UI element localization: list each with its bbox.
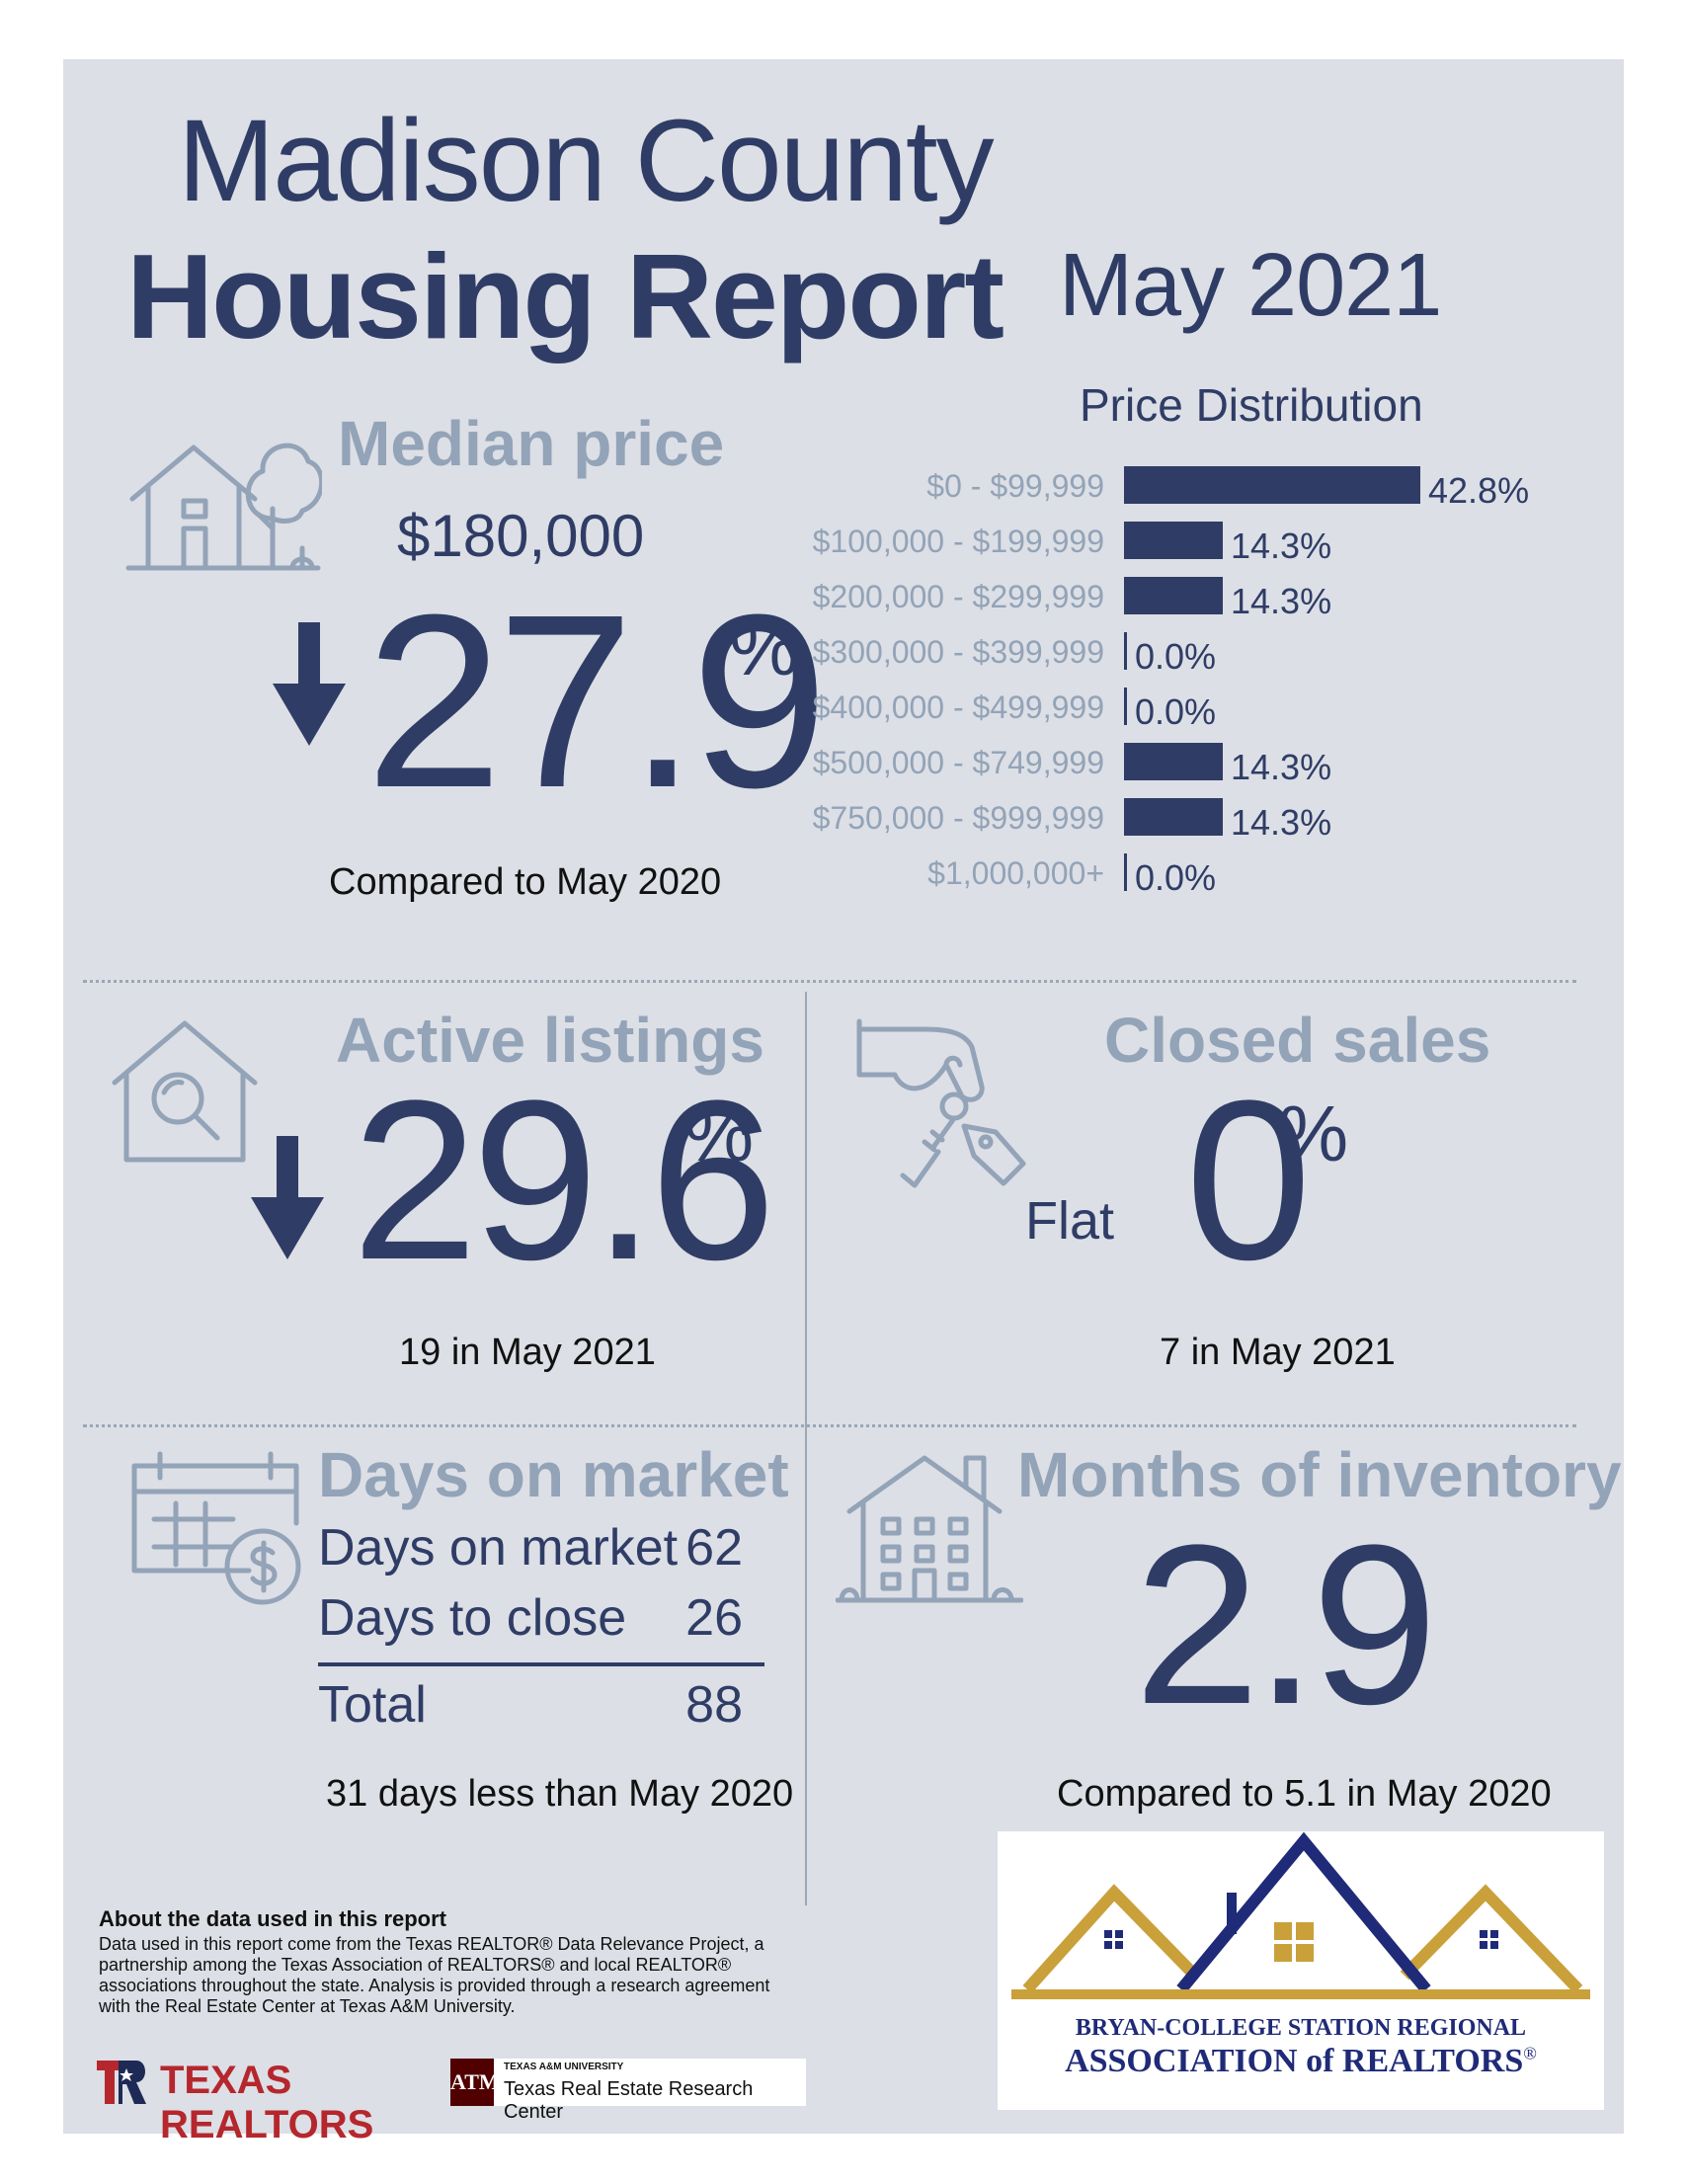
price-distribution-bar [1124,577,1223,614]
tamu-research-center-logo: ATM TEXAS A&M UNIVERSITY Texas Real Esta… [450,2059,806,2123]
price-range-label: $750,000 - $999,999 [812,800,1104,836]
months-inventory-value: 2.9 [1134,1497,1438,1751]
dom-row-name: Days on market [318,1519,679,1577]
months-inventory-label: Months of inventory [1017,1439,1622,1510]
house-tree-icon [125,443,322,571]
price-distribution-bar [1124,632,1127,670]
bcs-houses-mark [1011,1831,1590,1999]
report-title-line1: Madison County [178,96,995,226]
dom-row-total: Total 88 [318,1675,763,1735]
active-listings-label: Active listings [336,1005,764,1076]
report-period: May 2021 [1059,236,1442,335]
price-distribution-bar [1124,688,1127,725]
price-range-label: $300,000 - $399,999 [812,634,1104,670]
median-price-value: $180,000 [397,503,645,569]
bcs-logo-line1: BRYAN-COLLEGE STATION REGIONAL [1075,2015,1527,2041]
days-on-market-caption: 31 days less than May 2020 [326,1773,794,1815]
dom-total-rule [318,1662,764,1666]
arrow-down-icon [251,1136,324,1259]
closed-sales-qualifier: Flat [1025,1191,1115,1251]
dom-row-value: 26 [685,1589,743,1647]
dom-row-name: Days to close [318,1589,627,1647]
price-distribution-row: $1,000,000+ 0.0% [0,853,1561,898]
texas-realtors-logo: TEXAS REALTORS [97,2059,423,2146]
report-title-line2: Housing Report [126,229,1004,364]
tamu-center-text: Texas Real Estate Research Center [504,2078,754,2123]
median-price-caption: Compared to May 2020 [329,861,722,903]
median-price-change: 27.9 [365,563,829,839]
price-distribution-row: $400,000 - $499,999 0.0% [0,688,1561,732]
calendar-dollar-icon [131,1451,301,1605]
price-distribution-bar [1124,743,1223,780]
price-range-label: $500,000 - $749,999 [812,745,1104,780]
price-distribution-row: $200,000 - $299,999 14.3% [0,577,1561,621]
apartment-building-icon [836,1455,1023,1603]
dom-row-days-on-market: Days on market 62 [318,1518,763,1577]
price-distribution-row: $300,000 - $399,999 0.0% [0,632,1561,677]
tamu-university-text: TEXAS A&M UNIVERSITY [504,2062,624,2072]
about-body: Data used in this report come from the T… [99,1934,770,2016]
dom-total-name: Total [318,1676,427,1734]
price-range-label: $200,000 - $299,999 [812,579,1104,614]
price-distribution-value: 14.3% [1231,581,1332,621]
price-distribution-row: $0 - $99,999 42.8% [0,466,1561,511]
price-distribution-value: 14.3% [1231,747,1332,787]
about-heading: About the data used in this report [99,1906,447,1931]
closed-sales-caption: 7 in May 2021 [1160,1332,1396,1373]
arrow-down-icon [273,622,346,746]
closed-sales-label: Closed sales [1104,1005,1491,1076]
price-range-label: $400,000 - $499,999 [812,689,1104,725]
bcs-logo-line2-text: ASSOCIATION of REALTORS [1065,2043,1524,2079]
bcs-registered-mark: ® [1523,2043,1537,2063]
price-range-label: $1,000,000+ [927,855,1104,891]
price-distribution-value: 42.8% [1428,470,1530,511]
house-search-icon [112,1020,258,1163]
hand-keys-icon [856,1018,1026,1188]
price-distribution-row: $100,000 - $199,999 14.3% [0,522,1561,566]
price-range-label: $100,000 - $199,999 [812,524,1104,559]
price-distribution-row: $500,000 - $749,999 14.3% [0,743,1561,787]
price-distribution-value: 14.3% [1231,526,1332,566]
texas-realtors-mark [97,2061,146,2104]
active-listings-change: 29.6 [352,1053,776,1307]
price-range-label: $0 - $99,999 [926,468,1104,504]
closed-sales-percent-sign: % [1278,1090,1349,1177]
median-price-percent-sign: % [729,604,800,691]
median-price-label: Median price [338,408,725,479]
divider-upper [83,980,1576,983]
price-distribution-bar [1124,522,1223,559]
dom-total-value: 88 [685,1676,743,1734]
closed-sales-change: 0 [1185,1053,1312,1307]
active-listings-caption: 19 in May 2021 [399,1332,656,1373]
months-inventory-caption: Compared to 5.1 in May 2020 [1057,1773,1552,1815]
price-distribution-value: 14.3% [1231,802,1332,843]
dom-row-value: 62 [685,1519,743,1577]
price-distribution-value: 0.0% [1135,636,1217,677]
active-listings-percent-sign: % [683,1090,755,1177]
divider-lower [83,1424,1576,1427]
price-distribution-row: $750,000 - $999,999 14.3% [0,798,1561,843]
price-distribution-bar [1124,798,1223,836]
bcs-logo-line2: ASSOCIATION of REALTORS® [998,2043,1604,2080]
price-distribution-bar [1124,466,1420,504]
price-distribution-value: 0.0% [1135,857,1217,898]
texas-realtors-wordmark: TEXAS REALTORS [160,2059,374,2146]
tamu-mark: ATM [450,2059,500,2106]
price-distribution-bar [1124,853,1127,891]
price-distribution-value: 0.0% [1135,691,1217,732]
price-distribution-title: Price Distribution [1080,379,1423,431]
report-panel [63,59,1624,2134]
divider-vertical [805,992,807,1905]
bcs-realtors-logo: BRYAN-COLLEGE STATION REGIONAL ASSOCIATI… [998,1831,1604,2110]
dom-row-days-to-close: Days to close 26 [318,1588,763,1648]
days-on-market-label: Days on market [318,1439,789,1510]
